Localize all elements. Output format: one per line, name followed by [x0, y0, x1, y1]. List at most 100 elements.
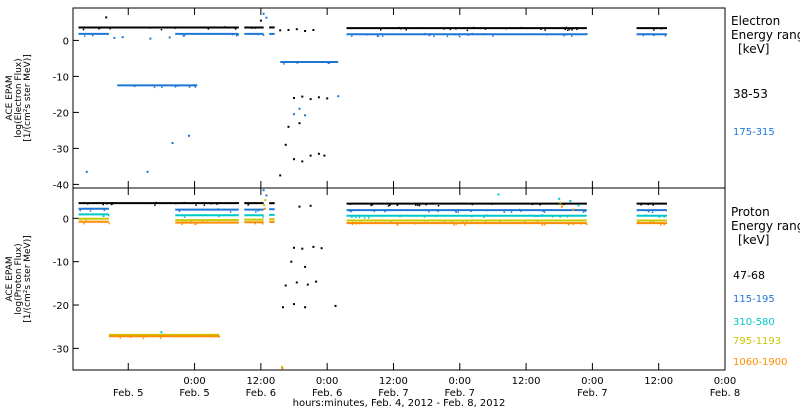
- proton-series-4-jitter: [164, 335, 166, 337]
- proton-series-4-jitter: [358, 222, 361, 225]
- proton-series-4-point: [561, 205, 563, 208]
- x-tick-date-label: Feb. 8: [710, 388, 740, 399]
- electron-series-1-jitter: [415, 33, 417, 35]
- proton-series-3-point: [280, 366, 283, 368]
- proton-series-4-jitter: [580, 223, 582, 225]
- proton-series-0-jitter: [349, 203, 351, 205]
- electron-series-0-jitter: [653, 29, 655, 31]
- electron-series-0-jitter: [100, 27, 102, 29]
- electron-ylabel-line2: log(Electron Flux): [14, 58, 24, 137]
- proton-series-0-jitter: [203, 204, 206, 206]
- electron-series-1-jitter: [328, 62, 331, 64]
- electron-series-0-jitter: [564, 28, 566, 31]
- proton-series-2-jitter: [483, 216, 485, 218]
- proton-series-2-jitter: [358, 216, 361, 219]
- proton-series-4-jitter: [355, 223, 358, 225]
- proton-series-2-jitter: [658, 216, 661, 218]
- proton-series-4-jitter: [660, 224, 662, 226]
- electron-series-1-jitter: [424, 33, 427, 35]
- proton-series-1-jitter: [350, 210, 353, 213]
- proton-series-0-jitter: [418, 204, 421, 207]
- electron-series-1-jitter: [586, 33, 588, 35]
- proton-series-0-jitter: [111, 202, 114, 204]
- proton-series-4-jitter: [662, 222, 665, 225]
- proton-series-4-jitter: [117, 335, 119, 337]
- electron-legend-title-line1: Electron: [731, 14, 780, 28]
- proton-series-0-jitter: [417, 204, 419, 206]
- proton-series-1-jitter: [437, 209, 440, 211]
- proton-series-4-jitter: [541, 224, 544, 226]
- proton-series-4-jitter: [119, 337, 122, 339]
- electron-ytick-label: -10: [53, 72, 69, 83]
- electron-series-1-jitter: [492, 35, 494, 37]
- proton-series-1-jitter: [566, 209, 568, 211]
- proton-series-0-jitter: [389, 204, 391, 206]
- electron-series-1-jitter: [194, 86, 197, 88]
- electron-series-0-jitter: [170, 26, 173, 29]
- proton-series-2-jitter: [541, 214, 543, 216]
- proton-series-0-point: [298, 205, 301, 208]
- electron-series-0-jitter: [520, 26, 523, 29]
- electron-series-0-jitter: [400, 28, 402, 30]
- proton-series-0-jitter: [174, 202, 177, 205]
- proton-series-1-jitter: [373, 210, 375, 213]
- proton-series-2-jitter: [559, 216, 561, 218]
- proton-series-1-jitter: [543, 211, 546, 213]
- proton-ytick-label: 0: [63, 214, 69, 225]
- proton-series-3-jitter: [499, 221, 501, 223]
- proton-series-4-jitter: [464, 224, 466, 226]
- proton-series-4-jitter: [572, 223, 575, 225]
- proton-series-0-jitter: [195, 204, 197, 206]
- proton-marks: [78, 189, 667, 370]
- proton-series-4-jitter: [201, 221, 204, 223]
- electron-series-0-jitter: [227, 27, 230, 29]
- proton-series-1-jitter: [257, 210, 260, 212]
- electron-series-0-point: [259, 19, 262, 22]
- electron-series-1-jitter: [317, 60, 319, 63]
- proton-series-1-jitter: [457, 211, 459, 213]
- electron-series-0-point: [287, 29, 290, 31]
- electron-series-1-jitter: [193, 84, 195, 86]
- proton-series-0-point: [334, 304, 337, 307]
- electron-series-0-jitter: [175, 26, 177, 28]
- electron-series-1-point: [171, 142, 174, 144]
- proton-series-4-jitter: [194, 223, 196, 225]
- proton-series-0-point: [304, 265, 307, 268]
- electron-series-0-jitter: [160, 28, 163, 31]
- proton-legend-series-0: 47-68: [733, 269, 765, 282]
- electron-series-1-jitter: [565, 34, 567, 36]
- electron-series-0-point: [293, 97, 295, 99]
- electron-series-1-jitter: [471, 32, 474, 35]
- proton-series-2-jitter: [423, 216, 426, 218]
- electron-marks: [78, 12, 667, 177]
- proton-panel: 0 -10 -20 -30 ACE EPAM log(Proton Flux) [1/…: [5, 187, 800, 371]
- x-axis-labels: 0:00 12:00 0:00 12:00 0:00 12:00 0:00 12:00 0:00…: [113, 376, 740, 399]
- electron-series-0-jitter: [405, 29, 407, 31]
- electron-ytick-label: 0: [63, 36, 69, 47]
- proton-series-2-jitter: [355, 216, 357, 219]
- proton-series-4-jitter: [414, 223, 417, 225]
- electron-series-0-point: [301, 95, 304, 98]
- proton-series-3-jitter: [95, 217, 98, 220]
- proton-series-4-jitter: [375, 221, 377, 224]
- proton-series-2-point: [577, 204, 580, 207]
- proton-series-3-jitter: [465, 221, 468, 223]
- proton-series-3-jitter: [652, 221, 655, 223]
- proton-series-1-jitter: [651, 211, 654, 213]
- electron-series-1-point: [168, 36, 171, 39]
- electron-series-1-jitter: [546, 34, 548, 36]
- electron-series-0-jitter: [207, 28, 210, 30]
- electron-series-0-jitter: [484, 28, 487, 30]
- proton-series-3-jitter: [164, 333, 167, 336]
- proton-series-2-jitter: [205, 214, 207, 216]
- electron-series-1-jitter: [459, 35, 461, 38]
- proton-series-3-point: [263, 204, 266, 207]
- electron-series-1-jitter: [351, 35, 353, 37]
- proton-series-3-jitter: [210, 333, 212, 336]
- electron-series-1-jitter: [133, 85, 136, 88]
- electron-series-1-jitter: [92, 34, 94, 37]
- proton-series-0-point: [295, 281, 298, 284]
- proton-series-2-jitter: [183, 216, 186, 218]
- electron-series-0-jitter: [398, 26, 400, 29]
- proton-series-1-jitter: [384, 210, 386, 213]
